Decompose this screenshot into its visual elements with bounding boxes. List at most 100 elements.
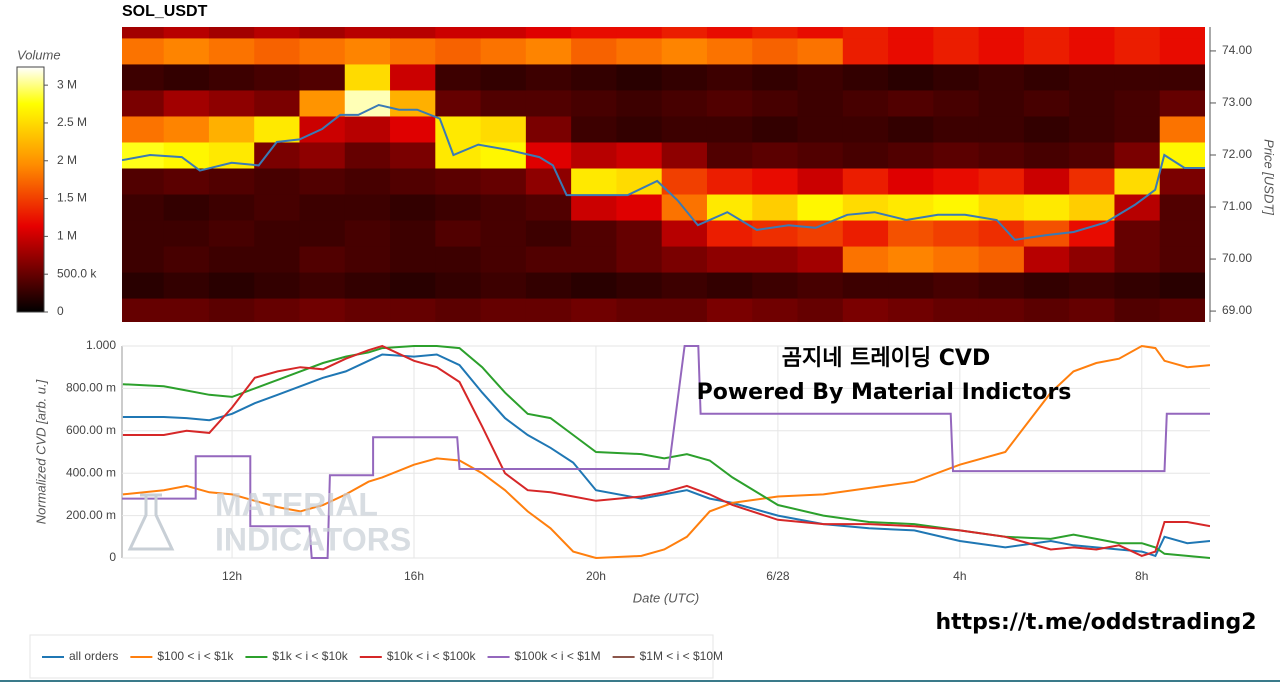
heatmap-cell [797, 194, 844, 221]
heatmap-cell [571, 27, 617, 39]
heatmap-cell [344, 27, 391, 39]
heatmap-cell [888, 37, 934, 65]
heatmap-cell [1023, 89, 1070, 117]
heatmap-cell [571, 220, 617, 247]
heatmap-cell [254, 194, 300, 221]
heatmap-cell [254, 272, 300, 299]
heatmap-cell [842, 27, 889, 39]
heatmap-cell [390, 220, 436, 247]
footer-link[interactable]: https://t.me/oddstrading2 [935, 610, 1256, 635]
heatmap-cell [163, 246, 210, 273]
heatmap-cell [390, 272, 436, 299]
heatmap-cell [208, 194, 255, 221]
heatmap-cell [390, 63, 436, 91]
heatmap-cell [571, 63, 617, 91]
heatmap-cell [888, 115, 934, 143]
heatmap-cell [254, 220, 300, 247]
heatmap-cell [122, 272, 165, 299]
cvd-line [122, 345, 1210, 559]
heatmap-cell [661, 115, 708, 143]
heatmap-cell [1114, 141, 1161, 169]
heatmap-cell [978, 27, 1025, 39]
heatmap-cell [208, 246, 255, 273]
heatmap-cell [978, 89, 1025, 117]
legend-label[interactable]: $1k < i < $10k [272, 649, 348, 663]
colorbar-title: Volume [17, 47, 61, 62]
y-tick-label: 69.00 [1222, 303, 1252, 317]
heatmap-cell [208, 298, 255, 322]
heatmap-cell [299, 27, 346, 39]
heatmap-cell [752, 220, 799, 247]
heatmap-cell [390, 37, 436, 65]
heatmap-cell [797, 115, 844, 143]
heatmap-cell [390, 141, 436, 169]
heatmap-cell [616, 115, 663, 143]
heatmap-cell [797, 27, 844, 39]
heatmap-cell [344, 220, 391, 247]
heatmap-cell [344, 194, 391, 221]
heatmap-cell [435, 298, 482, 322]
heatmap-cell [299, 272, 346, 299]
heatmap-cell [706, 167, 753, 195]
heatmap-cell [706, 27, 753, 39]
heatmap-cell [888, 63, 934, 91]
legend-label[interactable]: $1M < i < $10M [640, 649, 723, 663]
heatmap-cell [1023, 246, 1070, 273]
heatmap-cell [299, 220, 346, 247]
heatmap-cell [1069, 115, 1115, 143]
heatmap-cell [435, 272, 482, 299]
heatmap-cell [435, 194, 482, 221]
legend-label[interactable]: $100 < i < $1k [157, 649, 234, 663]
heatmap-cell [1114, 27, 1161, 39]
heatmap-cell [888, 220, 934, 247]
heatmap-cell [435, 63, 482, 91]
heatmap-cell [1023, 194, 1070, 221]
heatmap-cell [661, 167, 708, 195]
heatmap-cell [752, 167, 799, 195]
y-tick-label: 1.000 [86, 338, 116, 352]
cvd-line [122, 344, 1210, 560]
heatmap-cell [661, 194, 708, 221]
heatmap-cell [163, 220, 210, 247]
heatmap-cell [480, 220, 527, 247]
heatmap-cell [254, 298, 300, 322]
heatmap-cell [1023, 298, 1070, 322]
legend-label[interactable]: $10k < i < $100k [387, 649, 477, 663]
heatmap-cell [435, 27, 482, 39]
heatmap-cell [933, 220, 980, 247]
heatmap-cell [1114, 89, 1161, 117]
heatmap-cell [842, 246, 889, 273]
x-tick-label: 12h [222, 569, 242, 583]
heatmap-cell [122, 167, 165, 195]
cvd-line [122, 344, 1210, 557]
heatmap-cell [525, 246, 572, 273]
watermark-icon [127, 493, 175, 551]
heatmap-cell [1159, 246, 1205, 273]
heatmap-cell [933, 246, 980, 273]
heatmap-cell [208, 37, 255, 65]
heatmap-cell [254, 141, 300, 169]
heatmap-cell [1159, 27, 1205, 39]
heatmap-cell [706, 272, 753, 299]
heatmap-cell [299, 298, 346, 322]
heatmap-cell [480, 89, 527, 117]
heatmap-cell [163, 63, 210, 91]
heatmap-cell [1159, 272, 1205, 299]
heatmap-cell [978, 63, 1025, 91]
heatmap-cell [1159, 115, 1205, 143]
legend-label[interactable]: $100k < i < $1M [515, 649, 601, 663]
heatmap-cell [122, 246, 165, 273]
legend-label[interactable]: all orders [69, 649, 118, 663]
heatmap-cell [435, 220, 482, 247]
annotation: 곰지네 트레이딩 CVD [782, 346, 990, 371]
heatmap-cell [616, 298, 663, 322]
heatmap-cell [616, 63, 663, 91]
heatmap-cell [706, 37, 753, 65]
heatmap-cell [661, 89, 708, 117]
heatmap-cell [122, 115, 165, 143]
heatmap-cell [797, 89, 844, 117]
heatmap-cell [525, 220, 572, 247]
heatmap-cell [797, 37, 844, 65]
y-tick-label: 200.00 m [66, 508, 116, 522]
heatmap-cell [122, 27, 165, 39]
